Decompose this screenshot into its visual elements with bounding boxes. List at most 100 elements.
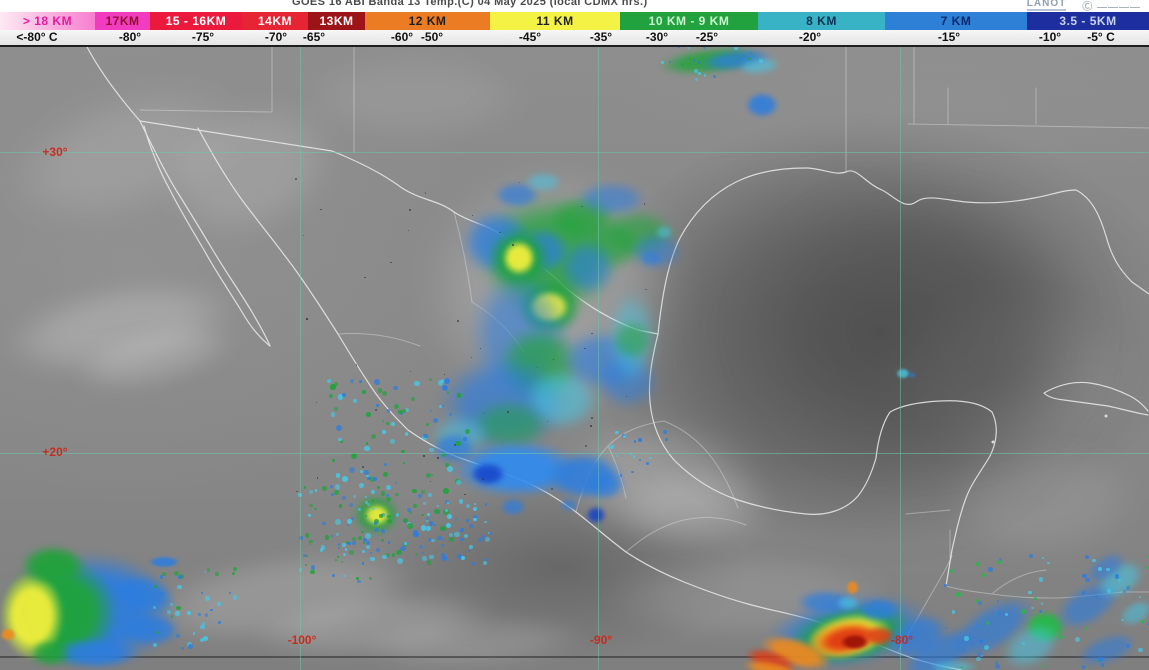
speckle-dot [615, 431, 619, 435]
speckle-dot [362, 537, 367, 542]
speckle-dot [414, 552, 418, 556]
speckle-dot [433, 524, 436, 527]
speckle-dot [1094, 594, 1099, 599]
speckle-dot [611, 444, 614, 447]
speckle-dot [331, 535, 334, 538]
cloud-blob [586, 506, 606, 524]
speckle-dot [332, 459, 336, 463]
satellite-map: +30° +20° -100° -90° -80° [0, 47, 1149, 670]
speckle-dot [449, 532, 454, 537]
speckle-dot [361, 561, 365, 565]
speckle-dot [373, 521, 378, 526]
speckle-dot [436, 457, 439, 460]
speckle-dot [369, 551, 372, 555]
speckle-dot [552, 358, 555, 361]
speckle-dot [473, 515, 478, 520]
speckle-dot [412, 488, 417, 494]
speckle-dot [610, 445, 614, 450]
speckle-dot [348, 542, 351, 545]
speckle-dot [456, 393, 462, 399]
speckle-dot [345, 540, 350, 545]
speckle-dot [406, 523, 413, 530]
speckle-dot [432, 417, 438, 423]
speckle-dot [477, 538, 482, 543]
speckle-dot [295, 178, 297, 180]
cloud-blob [524, 172, 562, 192]
speckle-dot [998, 611, 1001, 615]
speckle-dot [342, 476, 349, 482]
cloud-blob [432, 432, 476, 464]
speckle-dot [356, 579, 361, 584]
speckle-dot [428, 378, 432, 382]
speckle-dot [437, 504, 440, 508]
speckle-dot [159, 575, 164, 579]
cloud-wisp [620, 140, 1100, 540]
speckle-dot [210, 608, 213, 611]
speckle-dot [639, 458, 642, 462]
speckle-dot [356, 577, 359, 580]
speckle-dot [349, 378, 354, 383]
grid-coordinate-label: +20° [42, 445, 68, 459]
speckle-dot [322, 486, 327, 491]
speckle-dot [665, 437, 668, 441]
speckle-dot [368, 576, 373, 581]
cloud-blob [846, 580, 859, 595]
speckle-dot [985, 621, 990, 625]
speckle-dot [429, 554, 434, 560]
speckle-dot [481, 478, 484, 481]
temp-tick-label: -15° [937, 30, 961, 44]
speckle-dot [315, 402, 318, 404]
latitude-line [0, 453, 1149, 455]
cloud-wisp [740, 190, 1100, 470]
speckle-dot [977, 600, 982, 605]
temp-tick-label: -45° [518, 30, 542, 44]
speckle-dot [325, 535, 330, 540]
speckle-dot [338, 543, 341, 546]
speckle-dot [393, 403, 399, 410]
temp-tick-label: -60° [390, 30, 414, 44]
cloud-blob [500, 498, 526, 516]
speckle-dot [375, 409, 378, 412]
temp-tick-label: -70° [264, 30, 288, 44]
speckle-dot [303, 234, 305, 236]
speckle-dot [457, 319, 460, 322]
speckle-dot [364, 445, 370, 452]
speckle-dot [949, 569, 954, 574]
speckle-dot [1098, 657, 1103, 662]
speckle-dot [188, 643, 194, 649]
speckle-dot [469, 545, 474, 550]
speckle-dot [177, 585, 182, 590]
speckle-dot [485, 537, 490, 543]
lanot-logo: LANOT [1026, 0, 1067, 11]
speckle-dot [303, 554, 306, 557]
speckle-dot [309, 489, 314, 494]
speckle-dot [386, 493, 390, 497]
speckle-dot [377, 388, 383, 393]
speckle-dot [584, 445, 587, 448]
speckle-dot [413, 503, 418, 509]
speckle-dot [320, 545, 326, 550]
speckle-dot [1021, 641, 1025, 645]
grid-coordinate-label: -100° [287, 633, 317, 647]
speckle-dot [955, 591, 961, 597]
speckle-dot [192, 632, 196, 635]
speckle-dot [668, 60, 671, 63]
speckle-dot [362, 542, 365, 545]
speckle-dot [364, 495, 367, 499]
speckle-dot [309, 539, 314, 544]
speckle-dot [156, 631, 159, 635]
speckle-dot [296, 490, 298, 493]
speckle-dot [473, 506, 478, 511]
speckle-dot [692, 58, 697, 63]
grid-coordinate-label: +30° [42, 145, 68, 159]
speckle-dot [347, 524, 350, 527]
speckle-dot [390, 261, 393, 264]
cloud-overlays [0, 47, 1149, 670]
speckle-dot [484, 503, 488, 506]
speckle-dot [154, 584, 158, 589]
speckle-dot [623, 435, 627, 439]
partner-logo: Ⓒ ———— [1082, 0, 1141, 12]
speckle-dot [678, 47, 681, 49]
speckle-dot [498, 231, 501, 234]
speckle-dot [387, 518, 392, 524]
